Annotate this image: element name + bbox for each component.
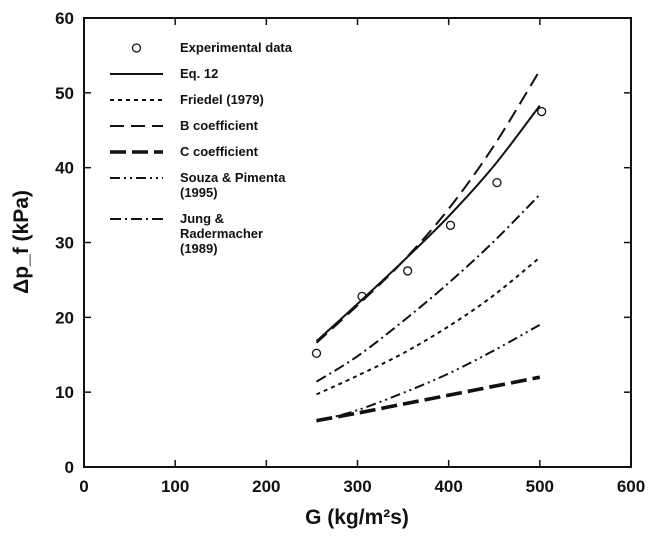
series-line [315,193,541,383]
series-2 [316,256,541,396]
y-tick-label: 50 [55,84,74,103]
legend-item: Experimental data [131,40,293,55]
legend-label: Souza & Pimenta [180,170,286,185]
legend-item: Friedel (1979) [110,92,264,107]
data-point [402,266,413,276]
data-point [537,106,547,117]
legend-label: C coefficient [180,144,259,159]
series-line [315,104,541,343]
legend-marker [131,43,142,53]
x-tick-label: 300 [343,477,371,496]
plot-frame [83,17,632,468]
series-line [316,375,541,423]
legend-item: B coefficient [110,118,259,133]
x-tick-label: 200 [252,477,280,496]
series-4 [316,375,541,423]
y-tick-label: 10 [55,383,74,402]
series-line [316,256,541,396]
series-line [315,69,541,344]
legend-label: Radermacher [180,226,263,241]
series-layer [311,69,547,423]
series-5 [316,323,541,423]
data-point [311,348,322,358]
legend-label: Jung & [180,211,224,226]
data-point [445,220,456,230]
series-line [316,323,541,423]
x-tick-label: 400 [434,477,462,496]
y-tick-label: 30 [55,234,74,253]
y-tick-label: 0 [65,458,74,477]
x-tick-label: 500 [526,477,554,496]
series-1 [315,104,541,343]
legend-label: Experimental data [180,40,293,55]
legend-label: (1995) [180,185,218,200]
series-3 [315,69,541,344]
legend-item: C coefficient [110,144,259,159]
legend-label: B coefficient [180,118,259,133]
legend-label: Friedel (1979) [180,92,264,107]
data-point [492,177,502,188]
legend-item: Jung &Radermacher(1989) [110,211,263,256]
series-6 [315,193,541,383]
y-axis-label: Δp_f (kPa) [10,190,33,294]
series-0 [311,106,547,358]
axis-ticks: 0 100 200 300 400 500 600 0 10 20 30 40 50 60 [55,9,645,496]
legend-label: (1989) [180,241,218,256]
x-axis-label: G (kg/m²s) [305,506,409,529]
x-tick-label: 0 [79,477,88,496]
y-tick-label: 60 [55,9,74,28]
legend-item: Eq. 12 [110,66,218,81]
x-tick-label: 600 [617,477,645,496]
y-tick-label: 40 [55,159,74,178]
legend-label: Eq. 12 [180,66,218,81]
legend-item: Souza & Pimenta(1995) [110,170,286,200]
x-tick-label: 100 [161,477,189,496]
legend: Experimental data Eq. 12 Friedel (1979) B c… [110,40,293,256]
y-tick-label: 20 [55,308,74,327]
